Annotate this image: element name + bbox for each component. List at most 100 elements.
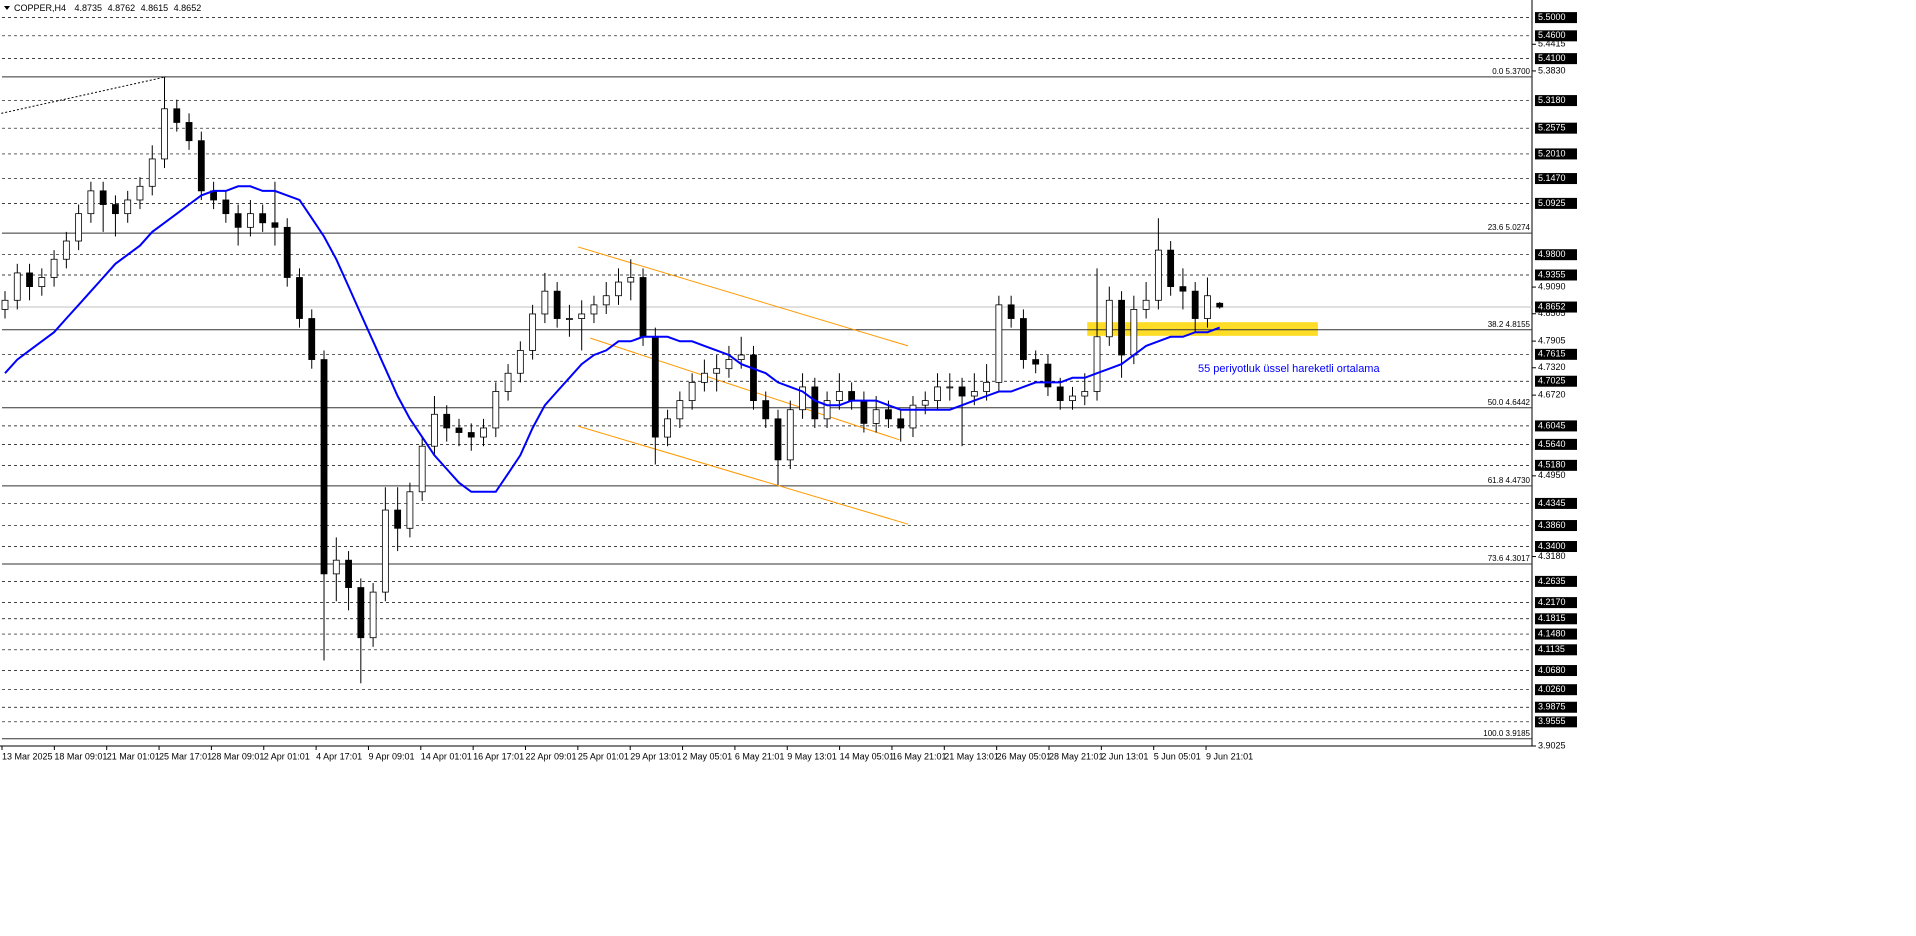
- level-label-box: [1535, 249, 1577, 261]
- level-label: 4.0680: [1538, 665, 1566, 675]
- candle-body: [762, 400, 770, 420]
- candle-body: [676, 400, 684, 420]
- trendline: [577, 246, 909, 347]
- candle-body: [872, 409, 880, 424]
- candle-body: [1216, 302, 1224, 308]
- candle-body: [553, 290, 561, 319]
- x-tick-label: 9 Jun 21:01: [1206, 751, 1253, 761]
- x-tick-label: 2 Apr 01:01: [264, 751, 310, 761]
- candle-body: [1044, 363, 1052, 388]
- level-label: 5.0925: [1538, 198, 1566, 208]
- level-label-box: [1535, 644, 1577, 656]
- trendline: [1, 76, 166, 114]
- candle-body: [639, 277, 647, 338]
- candle-body: [345, 559, 352, 588]
- candle-body: [983, 381, 990, 392]
- candle-body: [725, 359, 733, 370]
- high: 4.8762: [108, 3, 136, 13]
- fib-label: 61.8 4.4730: [1488, 476, 1531, 485]
- level-label-box: [1535, 520, 1577, 532]
- x-tick-label: 14 Apr 01:01: [421, 751, 472, 761]
- candle-body: [1069, 395, 1076, 402]
- symbol: COPPER,H4: [14, 3, 66, 13]
- candle-body: [786, 409, 794, 461]
- candle-body: [332, 559, 340, 575]
- trendline: [577, 425, 909, 525]
- level-label: 4.0260: [1538, 684, 1566, 694]
- candle-body: [602, 295, 610, 306]
- y-tick-label: 4.9090: [1538, 281, 1566, 291]
- level-label-box: [1535, 148, 1577, 160]
- level-label: 5.2010: [1538, 148, 1566, 158]
- level-label: 5.4100: [1538, 53, 1566, 63]
- candle-body: [946, 386, 954, 389]
- y-tick-label: 4.7905: [1538, 335, 1566, 345]
- candle-body: [13, 272, 21, 301]
- candle-body: [75, 213, 83, 242]
- candle-body: [737, 354, 745, 360]
- candle-body: [357, 587, 365, 639]
- candle-body: [259, 213, 267, 224]
- level-label: 4.6045: [1538, 420, 1566, 430]
- y-tick-label: 5.4415: [1538, 39, 1566, 49]
- x-tick-label: 4 Apr 17:01: [316, 751, 362, 761]
- support-zone: [1087, 322, 1318, 336]
- x-tick-label: 26 May 05:01: [997, 751, 1052, 761]
- level-label: 4.9355: [1538, 269, 1566, 279]
- level-label: 4.2635: [1538, 576, 1566, 586]
- candle-body: [443, 413, 451, 429]
- y-tick-label: 4.7320: [1538, 362, 1566, 372]
- x-tick-label: 28 Mar 09:01: [211, 751, 264, 761]
- level-label-box: [1535, 420, 1577, 432]
- x-tick-label: 29 Apr 13:01: [630, 751, 681, 761]
- candle-body: [369, 591, 377, 639]
- level-label-box: [1535, 541, 1577, 553]
- level-label: 5.1470: [1538, 173, 1566, 183]
- candle-body: [774, 418, 782, 461]
- candle-body: [492, 391, 500, 429]
- open: 4.8735: [75, 3, 103, 13]
- level-label-box: [1535, 269, 1577, 281]
- x-tick-label: 21 Mar 01:01: [107, 751, 160, 761]
- level-label-box: [1535, 716, 1577, 728]
- x-tick-label: 6 May 21:01: [735, 751, 785, 761]
- candle-body: [627, 277, 635, 283]
- level-label-box: [1535, 122, 1577, 134]
- fib-label: 73.6 4.3017: [1488, 554, 1531, 563]
- level-label-box: [1535, 701, 1577, 713]
- x-tick-label: 21 May 13:01: [944, 751, 999, 761]
- candle-body: [1093, 336, 1101, 392]
- candle-body: [124, 199, 132, 215]
- candle-body: [197, 140, 205, 192]
- level-label-box: [1535, 438, 1577, 450]
- level-label: 5.4600: [1538, 30, 1566, 40]
- ema-line: [4, 185, 1221, 493]
- level-label: 5.2575: [1538, 123, 1566, 133]
- candle-body: [835, 391, 843, 402]
- level-label-box: [1535, 53, 1577, 65]
- level-label: 3.9555: [1538, 716, 1566, 726]
- candle-body: [958, 386, 966, 397]
- candle-body: [1204, 295, 1211, 319]
- candle-body: [87, 190, 95, 215]
- x-tick-label: 16 May 21:01: [892, 751, 947, 761]
- level-label: 4.7615: [1538, 349, 1566, 359]
- x-tick-label: 9 May 13:01: [787, 751, 837, 761]
- candle-body: [1191, 290, 1199, 319]
- level-label-box: [1535, 628, 1577, 640]
- level-label: 4.1480: [1538, 628, 1566, 638]
- candle-body: [750, 354, 757, 402]
- level-label: 4.2170: [1538, 597, 1566, 607]
- candle-body: [246, 213, 254, 228]
- y-tick-label: 5.3830: [1538, 65, 1566, 75]
- candle-body: [148, 158, 156, 187]
- candle-body: [590, 304, 598, 315]
- level-label: 4.3400: [1538, 541, 1566, 551]
- candle-body: [578, 313, 586, 319]
- candle-body: [222, 199, 230, 215]
- candle-body: [173, 108, 181, 123]
- candle-body: [62, 240, 70, 260]
- fib-label: 100.0 3.9185: [1483, 729, 1530, 738]
- low: 4.8615: [141, 3, 169, 13]
